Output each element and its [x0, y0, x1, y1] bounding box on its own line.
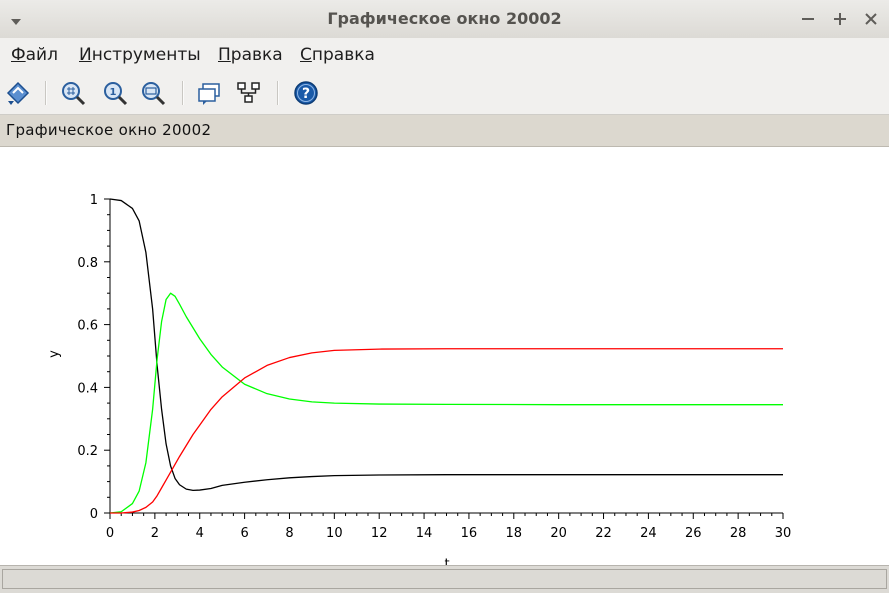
y-axis-label: y — [47, 350, 62, 358]
info-bar: Графическое окно 20002 — [0, 115, 889, 147]
x-tick-label: 8 — [285, 526, 293, 541]
y-tick-label: 0.4 — [77, 381, 98, 396]
x-tick-label: 0 — [106, 526, 114, 541]
plot-svg[interactable]: 0 2 4 6 8 10 12 14 16 18 20 22 24 26 28 3000.20.40.60.8… — [0, 147, 889, 572]
x-axis-label: t — [444, 557, 449, 565]
menu-tools[interactable]: Инструменты — [79, 45, 201, 65]
x-tick-label: 24 — [640, 526, 657, 541]
rotate-icon[interactable] — [5, 80, 31, 106]
y-tick-label: 0 — [90, 507, 98, 522]
zoom-original-icon[interactable]: 1 — [102, 80, 128, 106]
x-tick-label: 14 — [416, 526, 433, 541]
x-tick-label: 4 — [196, 526, 204, 541]
menu-edit[interactable]: Правка — [218, 45, 283, 65]
toolbar: 1 ? — [0, 72, 889, 115]
menu-bar: Файл Инструменты Правка Справка — [0, 38, 889, 72]
x-tick-label: 30 — [775, 526, 792, 541]
x-tick-label: 2 — [151, 526, 159, 541]
series-line-black — [109, 198, 783, 492]
x-tick-label: 22 — [595, 526, 612, 541]
series-line-green — [109, 292, 783, 514]
menu-help[interactable]: Справка — [300, 45, 375, 65]
series-line-red — [110, 348, 783, 514]
axes: 0 2 4 6 8 10 12 14 16 18 20 22 24 26 28 3000.20.40.60.8… — [77, 193, 791, 541]
window-title: Графическое окно 20002 — [327, 9, 562, 28]
y-tick-label: 1 — [90, 193, 98, 208]
window-menu-icon[interactable] — [8, 13, 24, 25]
info-bar-label: Графическое окно 20002 — [6, 121, 212, 139]
y-tick-label: 0.6 — [77, 319, 98, 334]
y-tick-label: 0.8 — [77, 256, 98, 271]
x-tick-label: 18 — [506, 526, 523, 541]
x-tick-label: 26 — [685, 526, 702, 541]
x-tick-label: 16 — [461, 526, 478, 541]
x-tick-label: 12 — [371, 526, 388, 541]
x-tick-label: 28 — [730, 526, 747, 541]
maximize-button[interactable] — [828, 6, 852, 32]
y-tick-label: 0.2 — [77, 444, 98, 459]
status-field — [2, 569, 887, 589]
x-tick-label: 20 — [550, 526, 567, 541]
x-tick-label: 10 — [326, 526, 343, 541]
close-button[interactable] — [859, 6, 883, 32]
menu-file[interactable]: Файл — [11, 45, 58, 65]
title-bar[interactable]: Графическое окно 20002 — [0, 0, 889, 39]
zoom-in-icon[interactable] — [60, 80, 86, 106]
series-layer — [109, 198, 783, 514]
help-icon[interactable]: ? — [293, 80, 319, 106]
editor-icon[interactable] — [236, 80, 262, 106]
svg-text:1: 1 — [110, 87, 117, 98]
zoom-out-icon[interactable] — [140, 80, 166, 106]
svg-text:?: ? — [302, 86, 310, 102]
x-tick-label: 6 — [240, 526, 248, 541]
status-bar — [0, 565, 889, 593]
minimize-button[interactable] — [796, 6, 820, 32]
plot-canvas[interactable]: 0 2 4 6 8 10 12 14 16 18 20 22 24 26 28 30 0 0.2 0.4 0.6 0.8… — [0, 147, 889, 572]
datatip-icon[interactable] — [197, 80, 223, 106]
